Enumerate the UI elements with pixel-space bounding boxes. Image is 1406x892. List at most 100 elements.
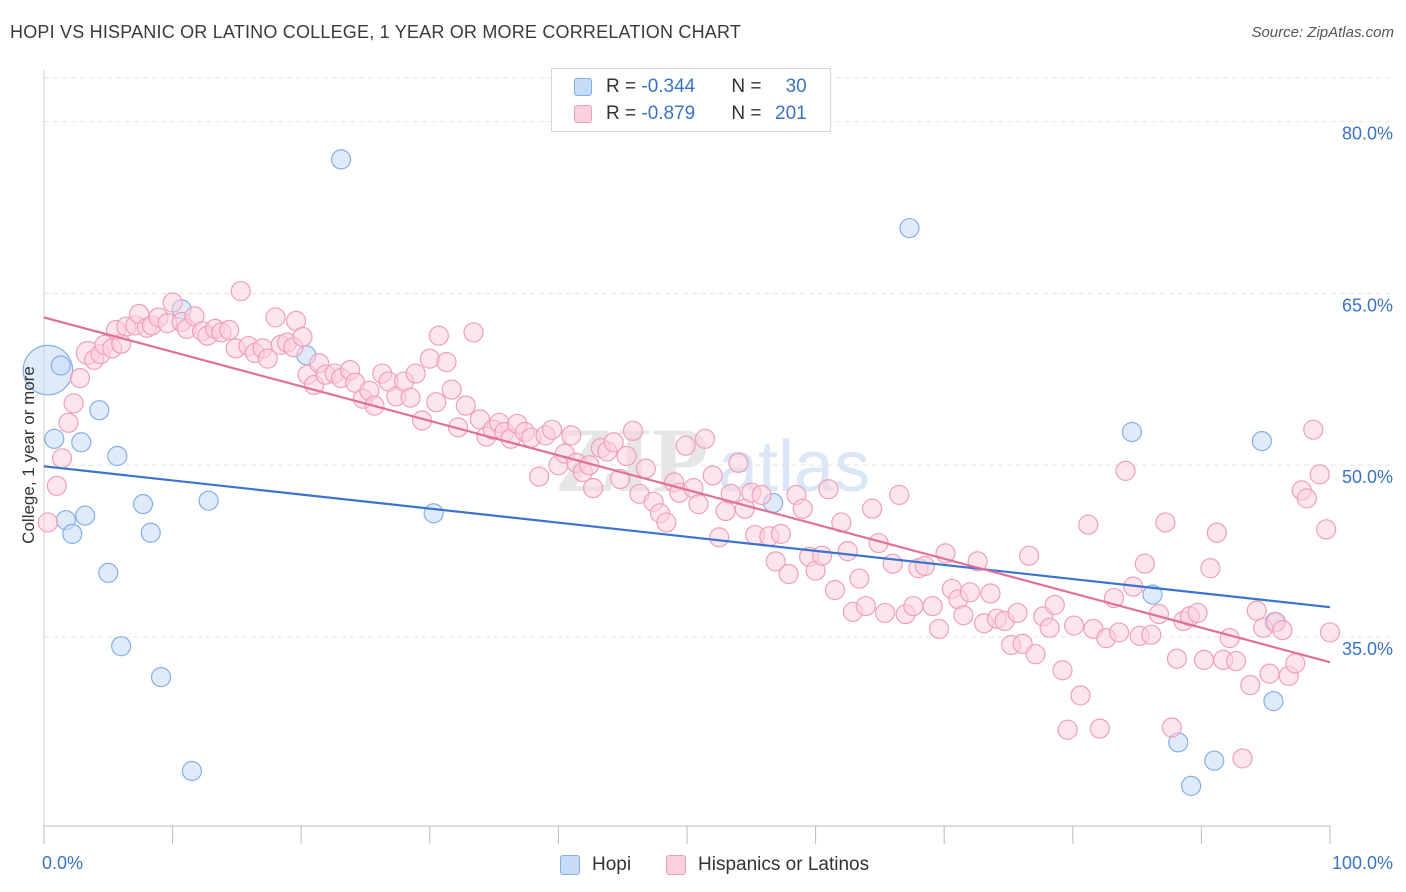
hispanic-point [694,428,716,449]
hispanic-point [69,368,91,389]
hopi-point [107,445,128,467]
hispanic-point [616,445,637,467]
hispanic-point [914,555,936,577]
legend-item-hopi: Hopi [560,852,631,878]
hispanic-point [903,595,924,617]
hispanic-point [1316,519,1337,540]
hispanic-point [405,363,426,384]
hispanic-point [1232,748,1253,769]
y-tick-label: 50.0% [1342,467,1393,487]
legend-row-hopi: R = -0.344 N = 30 [574,73,807,101]
hopi-point [181,760,202,782]
legend-n-value: 30 [785,76,807,97]
hispanic-point [980,583,1001,604]
hispanic-point [162,292,183,313]
legend-n-label: N = [731,103,767,124]
hispanic-point [529,466,550,487]
hispanic-point [751,484,772,506]
hopi-point [1142,584,1163,605]
hopi-point [330,149,352,170]
hispanic-point [720,483,741,504]
hispanic-point [1108,622,1130,643]
legend-r-label: R = [606,103,642,124]
hopi-point [111,636,132,657]
y-tick-labels: 35.0% 50.0% 65.0% 80.0% [1342,124,1393,659]
hispanic-point [622,420,644,441]
hopi-point [1251,431,1272,452]
hispanic-point [765,551,786,572]
hispanic-trendline [43,316,1331,664]
legend-r-value: -0.344 [641,76,696,97]
hispanic-point [541,419,563,440]
hispanic-point [837,540,858,562]
hopi-point [1121,421,1143,443]
hispanic-point [63,393,84,414]
correlation-legend: R = -0.344 N = 30 R = -0.879 N = 201 [551,68,831,132]
trendlines [43,316,1331,664]
hispanic-point [855,595,876,617]
hispanic-point [1141,624,1162,645]
hispanic-point [928,618,950,640]
hispanic-point [1052,660,1073,681]
x-tick-label: 0.0% [42,853,83,873]
hispanic-point [728,452,749,473]
hispanic-point [811,545,833,566]
hispanic-point [656,512,677,533]
hispanic-point [1057,719,1078,740]
axes [43,70,1331,844]
hispanic-point [922,595,943,617]
hopi-point [50,355,71,376]
source-label: Source: ZipAtlas.com [1251,24,1394,41]
hispanic-point [37,512,58,533]
hispanic-point [709,527,730,548]
chart-title: HOPI VS HISPANIC OR LATINO COLLEGE, 1 YE… [10,22,742,42]
hispanic-point [635,458,656,479]
hopi-swatch [574,78,592,96]
hispanic-point [1115,460,1136,482]
hispanic-point [1070,685,1091,706]
hispanic-point [419,348,440,369]
hopi-point [198,490,219,511]
hispanic-point [436,351,457,373]
y-tick-label: 65.0% [1342,295,1393,315]
hispanic-point [862,498,883,519]
hopi-point [150,666,172,688]
hispanic-point [1285,653,1306,674]
hispanic-point [583,477,604,499]
hispanic-point [1025,644,1046,665]
hispanic-point [1007,602,1028,624]
legend-item-hispanic: Hispanics or Latinos [666,852,869,878]
hopi-point [98,562,119,583]
hispanic-point [265,307,286,328]
hispanic-point [688,494,709,515]
hispanic-point [1089,718,1110,739]
hispanic-point [230,280,251,302]
x-tick-label: 100.0% [1332,853,1393,873]
legend-n-value: 201 [775,103,807,124]
hispanic-point [46,475,67,496]
hispanic-point [1161,717,1182,738]
hispanic-point [715,500,736,522]
hopi-point [1204,750,1225,771]
hispanic-point [959,582,981,603]
hispanic-point [1193,649,1215,671]
y-tick-label: 35.0% [1342,639,1393,659]
hopi-point [75,505,96,526]
hispanic-points [37,280,1341,769]
hopi-point [132,494,154,515]
hopi-trendline [43,465,1331,609]
hispanic-point [1187,602,1208,624]
hispanic-legend-label: Hispanics or Latinos [698,854,870,875]
hopi-legend-label: Hopi [592,854,632,875]
hopi-point [899,217,920,239]
hopi-legend-swatch [560,855,580,875]
hispanic-point [874,602,896,624]
legend-r-label: R = [606,76,642,97]
hispanic-point [1259,663,1280,684]
hispanic-point [1303,419,1324,440]
hispanic-point [770,523,791,545]
hispanic-point [778,563,799,585]
hispanic-point [219,319,240,341]
hispanic-point [1039,617,1060,638]
hopi-point [71,432,92,453]
